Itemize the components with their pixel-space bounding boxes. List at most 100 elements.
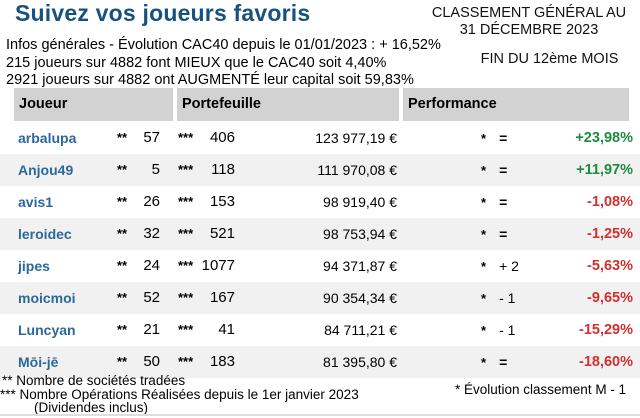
- societes-count: 24: [143, 257, 160, 274]
- player-name-link[interactable]: Luncyan: [18, 322, 76, 338]
- operations-count: 118: [211, 161, 235, 178]
- player-name-link[interactable]: Mōi-jē: [18, 354, 59, 370]
- classement-general-heading: CLASSEMENT GÉNÉRAL AU 31 DÉCEMBRE 2023: [420, 5, 638, 39]
- evolution-star: *: [481, 355, 487, 370]
- societes-stars: **: [117, 194, 128, 209]
- infos-generales: Infos générales - Évolution CAC40 depuis…: [6, 37, 441, 90]
- societes-cell: ** 32: [117, 218, 160, 250]
- performance-percent: -15,29%: [578, 322, 633, 338]
- operations-stars: ***: [178, 162, 194, 177]
- societes-stars: **: [117, 130, 128, 145]
- classement-evolution-cell: * - 1: [481, 282, 541, 314]
- table-row: jipes ** 24 *** 1077 94 371,87 € * + 2 -5,6…: [0, 250, 640, 282]
- column-header-performance: Performance: [403, 88, 629, 121]
- footnote-societes: ** Nombre de sociétés tradées: [2, 373, 186, 388]
- evolution-symbol: =: [499, 162, 508, 178]
- societes-cell: ** 24: [117, 250, 160, 282]
- performance-percent: -1,08%: [587, 194, 633, 210]
- operations-count: 41: [218, 321, 235, 338]
- operations-cell: *** 118: [178, 154, 235, 186]
- operations-cell: *** 167: [178, 282, 235, 314]
- societes-count: 21: [143, 321, 160, 338]
- operations-stars: ***: [178, 258, 194, 273]
- evolution-symbol: - 1: [499, 322, 516, 338]
- info-cac40-evolution: Infos générales - Évolution CAC40 depuis…: [6, 37, 441, 53]
- portefeuille-value: 94 371,87 €: [323, 258, 397, 274]
- page-title: Suivez vos joueurs favoris: [15, 0, 311, 26]
- operations-cell: *** 406: [178, 122, 235, 154]
- classement-evolution-cell: * + 2: [481, 250, 541, 282]
- operations-cell: *** 1077: [178, 250, 235, 282]
- portefeuille-value: 111 970,08 €: [317, 162, 397, 178]
- info-joueurs-augmente: 2921 joueurs sur 4882 ont AUGMENTÉ leur …: [6, 72, 414, 89]
- bottom-divider: [0, 414, 640, 416]
- footnote-evolution-classement: * Évolution classement M - 1: [455, 382, 627, 397]
- player-name-link[interactable]: Anjou49: [18, 162, 74, 178]
- footnote-operations: *** Nombre Opérations Réalisées depuis l…: [0, 387, 359, 402]
- operations-count: 183: [209, 353, 235, 370]
- operations-count: 167: [209, 289, 235, 306]
- societes-count: 57: [143, 129, 160, 146]
- table-row: arbalupa ** 57 *** 406 123 977,19 € * = +23…: [0, 122, 640, 154]
- table-row: Mōi-jē ** 50 *** 183 81 395,80 € * = -18,60…: [0, 346, 640, 378]
- evolution-star: *: [481, 163, 487, 178]
- societes-stars: **: [117, 162, 128, 177]
- evolution-star: *: [481, 323, 487, 338]
- operations-stars: ***: [178, 322, 194, 337]
- evolution-star: *: [481, 195, 487, 210]
- societes-count: 26: [143, 193, 160, 210]
- operations-cell: *** 153: [178, 186, 235, 218]
- player-name-link[interactable]: moicmoi: [18, 290, 76, 306]
- table-body: arbalupa ** 57 *** 406 123 977,19 € * = +23…: [0, 122, 640, 378]
- portefeuille-value: 98 919,40 €: [323, 194, 397, 210]
- player-name-link[interactable]: avis1: [18, 194, 54, 210]
- info-joueurs-mieux: 215 joueurs sur 4882 font MIEUX que le C…: [6, 54, 387, 71]
- societes-stars: **: [117, 290, 128, 305]
- operations-stars: ***: [178, 130, 194, 145]
- societes-count: 32: [143, 225, 160, 242]
- player-name-link[interactable]: leroidec: [18, 226, 72, 242]
- column-header-joueur: Joueur: [14, 88, 173, 121]
- table-row: Luncyan ** 21 *** 41 84 711,21 € * - 1 -15,…: [0, 314, 640, 346]
- societes-cell: ** 5: [117, 154, 160, 186]
- portefeuille-value: 98 753,94 €: [323, 226, 397, 242]
- performance-percent: -9,65%: [587, 290, 633, 306]
- classement-line1: CLASSEMENT GÉNÉRAL AU: [431, 5, 627, 21]
- societes-cell: ** 57: [117, 122, 160, 154]
- societes-stars: **: [117, 322, 128, 337]
- evolution-symbol: =: [499, 354, 508, 370]
- evolution-star: *: [481, 291, 487, 306]
- performance-percent: -1,25%: [587, 226, 633, 242]
- operations-stars: ***: [178, 226, 194, 241]
- table-row: avis1 ** 26 *** 153 98 919,40 € * = -1,08%: [0, 186, 640, 218]
- evolution-star: *: [481, 227, 487, 242]
- societes-stars: **: [117, 226, 128, 241]
- portefeuille-value: 123 977,19 €: [315, 130, 397, 146]
- table-row: moicmoi ** 52 *** 167 90 354,34 € * - 1 -9,…: [0, 282, 640, 314]
- societes-stars: **: [117, 258, 128, 273]
- operations-stars: ***: [178, 194, 194, 209]
- societes-cell: ** 52: [117, 282, 160, 314]
- classement-evolution-cell: * =: [481, 122, 541, 154]
- societes-count: 52: [143, 289, 160, 306]
- evolution-symbol: + 2: [499, 258, 519, 274]
- societes-cell: ** 50: [117, 346, 160, 378]
- player-name-link[interactable]: arbalupa: [18, 130, 77, 146]
- operations-stars: ***: [178, 290, 194, 305]
- evolution-symbol: - 1: [499, 290, 516, 306]
- operations-cell: *** 183: [178, 346, 235, 378]
- operations-cell: *** 521: [178, 218, 235, 250]
- portefeuille-value: 90 354,34 €: [323, 290, 397, 306]
- operations-count: 1077: [201, 257, 235, 274]
- player-name-link[interactable]: jipes: [18, 258, 50, 274]
- evolution-symbol: =: [499, 226, 508, 242]
- performance-percent: +23,98%: [575, 130, 633, 146]
- classement-evolution-cell: * =: [481, 218, 541, 250]
- operations-cell: *** 41: [178, 314, 235, 346]
- portefeuille-value: 81 395,80 €: [323, 354, 397, 370]
- performance-percent: -5,63%: [587, 258, 633, 274]
- societes-cell: ** 26: [117, 186, 160, 218]
- classement-evolution-cell: * =: [481, 346, 541, 378]
- evolution-star: *: [481, 131, 487, 146]
